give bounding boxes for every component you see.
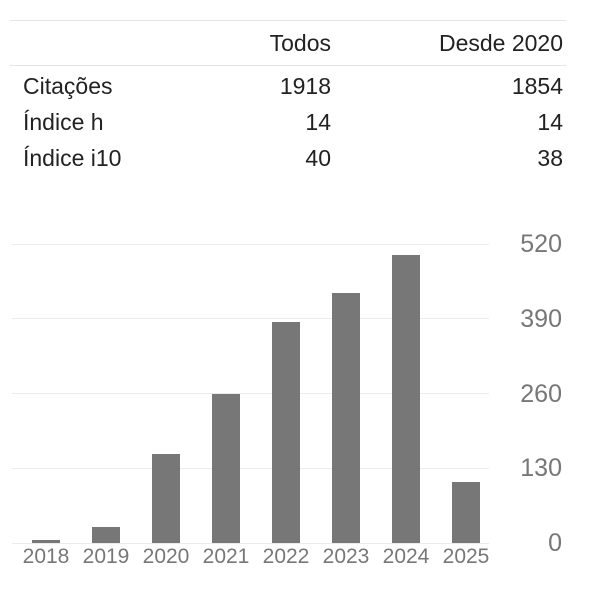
x-axis-tick-2022: 2022 <box>262 545 310 568</box>
gridline-390 <box>12 318 489 320</box>
stat-value-all: 40 <box>305 145 331 171</box>
x-axis-tick-2020: 2020 <box>142 545 190 568</box>
y-axis-tick-130: 130 <box>520 454 562 483</box>
citations-bar-2021[interactable] <box>212 394 240 543</box>
stat-col-header-since: Desde 2020 <box>438 29 563 56</box>
x-axis-tick-2021: 2021 <box>202 545 250 568</box>
gridline-520 <box>12 243 489 245</box>
citations-bar-2025[interactable] <box>452 481 480 543</box>
x-axis-tick-2018: 2018 <box>22 545 70 568</box>
citations-bar-2023[interactable] <box>332 293 360 543</box>
stats-header-row: Todos Desde 2020 <box>10 20 566 66</box>
y-axis-tick-390: 390 <box>520 304 562 333</box>
x-axis-tick-2023: 2023 <box>322 545 370 568</box>
gridline-0 <box>12 542 489 544</box>
x-axis-tick-2024: 2024 <box>382 545 430 568</box>
stat-row-h-index: Índice h 14 14 <box>10 105 566 141</box>
stat-value-since: 14 <box>537 109 563 135</box>
stat-row-i10-index: Índice i10 40 38 <box>10 141 566 177</box>
citations-bar-2022[interactable] <box>272 321 300 543</box>
stat-label: Citações <box>23 73 113 100</box>
y-axis-tick-260: 260 <box>520 379 562 408</box>
stat-label: Índice i10 <box>23 145 122 171</box>
stat-col-header-all: Todos <box>269 29 331 56</box>
x-axis-tick-2019: 2019 <box>82 545 130 568</box>
citations-bar-2024[interactable] <box>392 254 420 543</box>
stat-label: Índice h <box>23 109 104 135</box>
citations-bar-2019[interactable] <box>92 527 120 543</box>
citations-bar-2018[interactable] <box>32 539 60 543</box>
y-axis-tick-520: 520 <box>520 230 562 259</box>
y-axis-tick-0: 0 <box>548 529 562 557</box>
citation-stats-table: Todos Desde 2020 Citações 1918 1854 Índi… <box>10 20 566 177</box>
stat-value-all: 14 <box>305 109 331 135</box>
gridline-130 <box>12 467 489 469</box>
x-axis-tick-2025: 2025 <box>442 545 490 568</box>
citations-bar-2020[interactable] <box>152 453 180 543</box>
stat-row-citations: Citações 1918 1854 <box>10 66 566 105</box>
gridline-260 <box>12 393 489 395</box>
stat-value-since: 38 <box>537 145 563 171</box>
stat-value-since: 1854 <box>511 73 563 100</box>
stat-value-all: 1918 <box>279 73 331 100</box>
